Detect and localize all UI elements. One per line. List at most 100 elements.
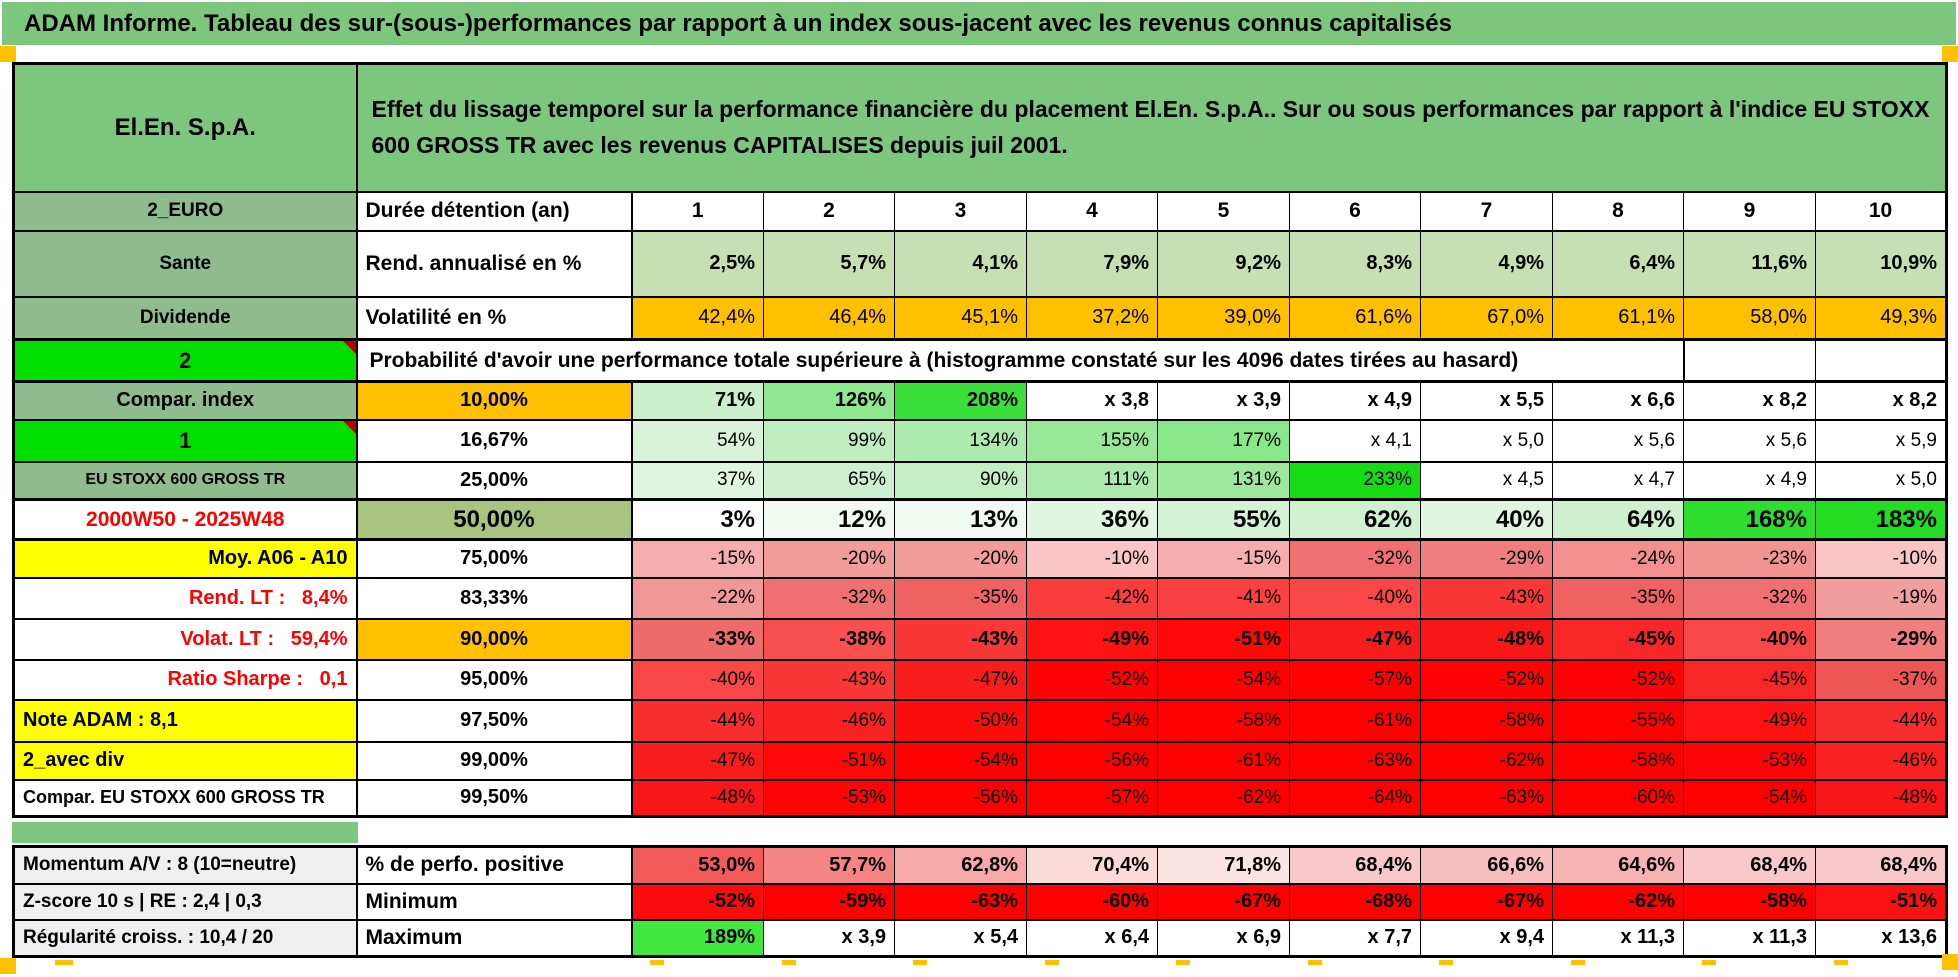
- data-cell-p50-col4[interactable]: 36%: [1026, 498, 1158, 540]
- data-cell-p75-col4[interactable]: -10%: [1026, 538, 1158, 578]
- data-cell-volatilite-col5[interactable]: 39,0%: [1157, 295, 1290, 340]
- row-label-p975[interactable]: Note ADAM : 8,1: [13, 698, 358, 742]
- data-cell-p83-col1[interactable]: -22%: [631, 576, 764, 619]
- row-header-p25[interactable]: 25,00%: [356, 460, 633, 500]
- row-label-p95[interactable]: Ratio Sharpe : 0,1: [13, 658, 358, 700]
- row-header-p16[interactable]: 16,67%: [356, 418, 633, 462]
- data-cell-rendement-col3[interactable]: 4,1%: [894, 229, 1027, 297]
- data-cell-p975-col8[interactable]: -55%: [1552, 698, 1684, 742]
- row-header-p83[interactable]: 83,33%: [356, 576, 633, 619]
- data-cell-volatilite-col3[interactable]: 45,1%: [894, 295, 1027, 340]
- data-cell-positive-col2[interactable]: 57,7%: [763, 845, 895, 884]
- row-label-proba[interactable]: 2: [13, 338, 358, 382]
- data-cell-p95-col2[interactable]: -43%: [763, 658, 895, 700]
- data-cell-p90-col7[interactable]: -48%: [1420, 617, 1553, 660]
- data-cell-p95-col8[interactable]: -52%: [1552, 658, 1684, 700]
- data-cell-maximum-col9[interactable]: x 11,3: [1683, 918, 1816, 957]
- data-cell-p25-col1[interactable]: 37%: [631, 460, 764, 500]
- data-cell-p75-col7[interactable]: -29%: [1420, 538, 1553, 578]
- data-cell-p995-col6[interactable]: -64%: [1289, 778, 1421, 817]
- row-header-maximum[interactable]: Maximum: [356, 918, 633, 957]
- data-cell-p83-col3[interactable]: -35%: [894, 576, 1027, 619]
- data-cell-p975-col3[interactable]: -50%: [894, 698, 1027, 742]
- data-cell-rendement-col9[interactable]: 11,6%: [1683, 229, 1816, 297]
- row-label-minimum[interactable]: Z-score 10 s | RE : 2,4 | 0,3: [13, 882, 358, 920]
- row-label-maximum[interactable]: Régularité croiss. : 10,4 / 20: [13, 918, 358, 957]
- data-cell-p25-col3[interactable]: 90%: [894, 460, 1027, 500]
- data-cell-positive-col5[interactable]: 71,8%: [1157, 845, 1290, 884]
- data-cell-p95-col5[interactable]: -54%: [1157, 658, 1290, 700]
- data-cell-p995-col2[interactable]: -53%: [763, 778, 895, 817]
- data-cell-p95-col1[interactable]: -40%: [631, 658, 764, 700]
- row-label-p995[interactable]: Compar. EU STOXX 600 GROSS TR: [13, 778, 358, 817]
- data-cell-p25-col7[interactable]: x 4,5: [1420, 460, 1553, 500]
- data-cell-p975-col4[interactable]: -54%: [1026, 698, 1158, 742]
- data-cell-rendement-col4[interactable]: 7,9%: [1026, 229, 1158, 297]
- data-cell-volatilite-col4[interactable]: 37,2%: [1026, 295, 1158, 340]
- data-cell-p99-col2[interactable]: -51%: [763, 740, 895, 780]
- data-cell-maximum-col2[interactable]: x 3,9: [763, 918, 895, 957]
- data-cell-p90-col10[interactable]: -29%: [1815, 617, 1947, 660]
- data-cell-rendement-col8[interactable]: 6,4%: [1552, 229, 1684, 297]
- data-cell-p25-col10[interactable]: x 5,0: [1815, 460, 1947, 500]
- row-header-p995[interactable]: 99,50%: [356, 778, 633, 817]
- data-cell-p10-col9[interactable]: x 8,2: [1683, 380, 1816, 420]
- row-label-p25[interactable]: EU STOXX 600 GROSS TR: [13, 460, 358, 500]
- data-cell-maximum-col10[interactable]: x 13,6: [1815, 918, 1947, 957]
- data-cell-p99-col1[interactable]: -47%: [631, 740, 764, 780]
- data-cell-p83-col5[interactable]: -41%: [1157, 576, 1290, 619]
- row-header-minimum[interactable]: Minimum: [356, 882, 633, 920]
- data-cell-p83-col9[interactable]: -32%: [1683, 576, 1816, 619]
- data-cell-p10-col6[interactable]: x 4,9: [1289, 380, 1421, 420]
- data-cell-p83-col4[interactable]: -42%: [1026, 576, 1158, 619]
- data-cell-rendement-col6[interactable]: 8,3%: [1289, 229, 1421, 297]
- row-label-p83[interactable]: Rend. LT : 8,4%: [13, 576, 358, 619]
- data-cell-p75-col10[interactable]: -10%: [1815, 538, 1947, 578]
- data-cell-p10-col10[interactable]: x 8,2: [1815, 380, 1947, 420]
- data-cell-p75-col8[interactable]: -24%: [1552, 538, 1684, 578]
- data-cell-p16-col2[interactable]: 99%: [763, 418, 895, 462]
- data-cell-duree-col10[interactable]: 10: [1815, 190, 1947, 231]
- instrument-name-cell[interactable]: El.En. S.p.A.: [13, 62, 358, 192]
- row-header-p99[interactable]: 99,00%: [356, 740, 633, 780]
- data-cell-p16-col1[interactable]: 54%: [631, 418, 764, 462]
- data-cell-p90-col1[interactable]: -33%: [631, 617, 764, 660]
- data-cell-p10-col7[interactable]: x 5,5: [1420, 380, 1553, 420]
- row-header-p90[interactable]: 90,00%: [356, 617, 633, 660]
- data-cell-p975-col7[interactable]: -58%: [1420, 698, 1553, 742]
- data-cell-p99-col7[interactable]: -62%: [1420, 740, 1553, 780]
- data-cell-p95-col7[interactable]: -52%: [1420, 658, 1553, 700]
- data-cell-rendement-col5[interactable]: 9,2%: [1157, 229, 1290, 297]
- row-header-p95[interactable]: 95,00%: [356, 658, 633, 700]
- data-cell-p16-col4[interactable]: 155%: [1026, 418, 1158, 462]
- row-header-p10[interactable]: 10,00%: [356, 380, 633, 420]
- data-cell-p90-col4[interactable]: -49%: [1026, 617, 1158, 660]
- row-header-duree[interactable]: Durée détention (an): [356, 190, 633, 231]
- data-cell-maximum-col1[interactable]: 189%: [631, 918, 764, 957]
- row-header-p50[interactable]: 50,00%: [356, 498, 633, 540]
- data-cell-p975-col6[interactable]: -61%: [1289, 698, 1421, 742]
- row-label-p16[interactable]: 1: [13, 418, 358, 462]
- data-cell-p50-col3[interactable]: 13%: [894, 498, 1027, 540]
- data-cell-positive-col1[interactable]: 53,0%: [631, 845, 764, 884]
- data-cell-p99-col8[interactable]: -58%: [1552, 740, 1684, 780]
- data-cell-p50-col2[interactable]: 12%: [763, 498, 895, 540]
- data-cell-p975-col10[interactable]: -44%: [1815, 698, 1947, 742]
- row-header-positive[interactable]: % de perfo. positive: [356, 845, 633, 884]
- data-cell-p83-col7[interactable]: -43%: [1420, 576, 1553, 619]
- data-cell-volatilite-col1[interactable]: 42,4%: [631, 295, 764, 340]
- data-cell-positive-col6[interactable]: 68,4%: [1289, 845, 1421, 884]
- data-cell-rendement-col7[interactable]: 4,9%: [1420, 229, 1553, 297]
- data-cell-p90-col3[interactable]: -43%: [894, 617, 1027, 660]
- data-cell-p25-col4[interactable]: 111%: [1026, 460, 1158, 500]
- data-cell-p50-col8[interactable]: 64%: [1552, 498, 1684, 540]
- data-cell-p995-col3[interactable]: -56%: [894, 778, 1027, 817]
- data-cell-p75-col3[interactable]: -20%: [894, 538, 1027, 578]
- data-cell-p10-col3[interactable]: 208%: [894, 380, 1027, 420]
- data-cell-p75-col2[interactable]: -20%: [763, 538, 895, 578]
- data-cell-p95-col10[interactable]: -37%: [1815, 658, 1947, 700]
- data-cell-p10-col4[interactable]: x 3,8: [1026, 380, 1158, 420]
- data-cell-positive-col3[interactable]: 62,8%: [894, 845, 1027, 884]
- data-cell-minimum-col1[interactable]: -52%: [631, 882, 764, 920]
- data-cell-p99-col6[interactable]: -63%: [1289, 740, 1421, 780]
